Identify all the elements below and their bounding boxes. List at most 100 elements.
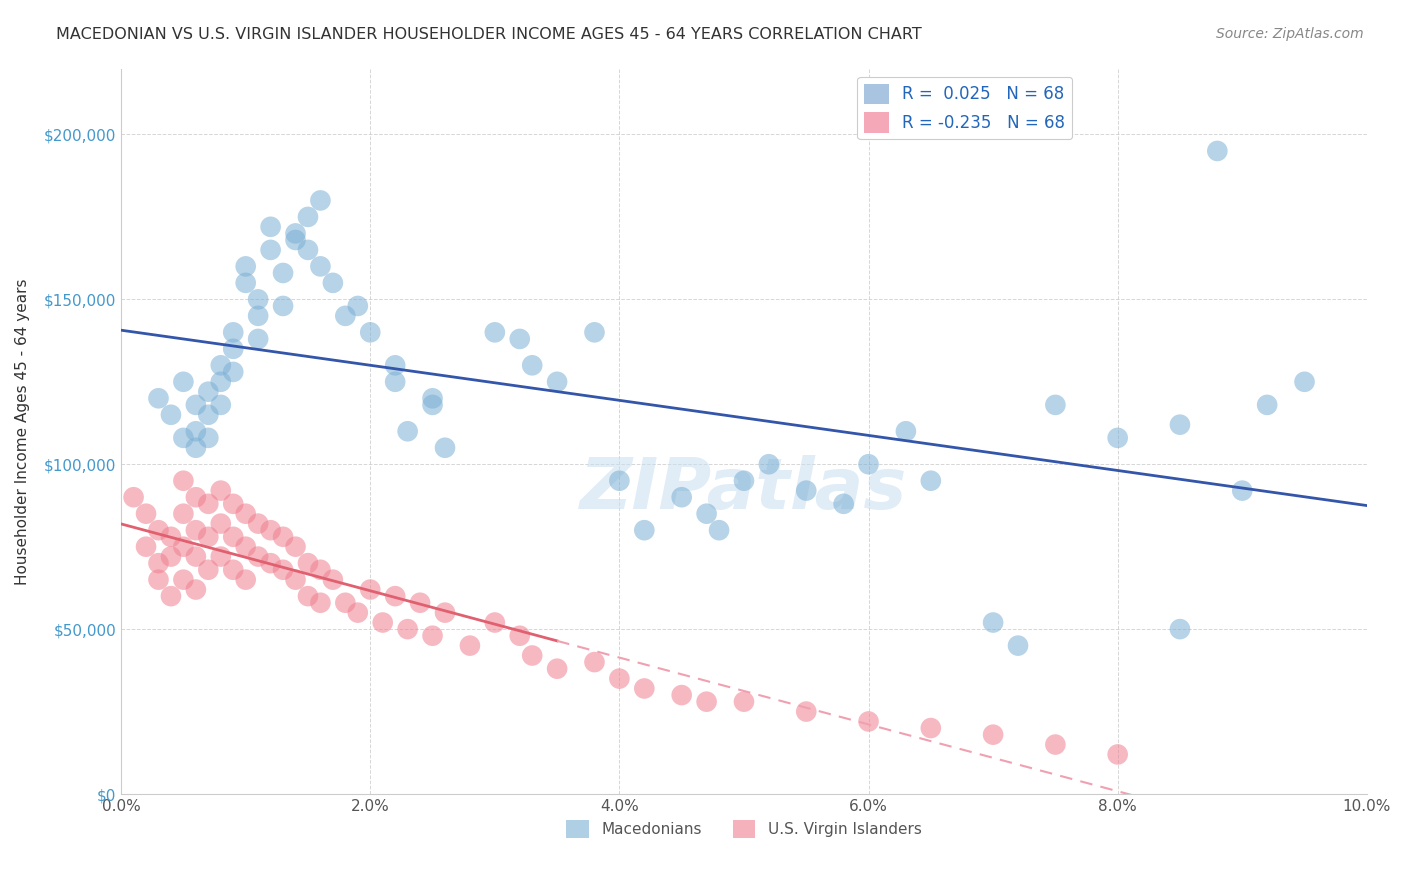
Point (197, 408, 219, 422)
Point (235, 260, 257, 274)
Point (422, 392, 444, 406)
Point (1232, 483, 1254, 498)
Point (583, 655, 606, 669)
Point (484, 326, 506, 340)
Point (1107, 431, 1129, 445)
Point (322, 276, 344, 290)
Point (184, 490, 207, 504)
Point (122, 490, 145, 504)
Point (148, 573, 170, 587)
Point (160, 549, 183, 564)
Point (733, 695, 755, 709)
Point (160, 530, 183, 544)
Point (322, 573, 344, 587)
Point (184, 398, 207, 412)
Point (235, 276, 257, 290)
Point (458, 639, 481, 653)
Point (894, 424, 917, 438)
Point (160, 589, 183, 603)
Point (184, 441, 207, 455)
Point (271, 299, 294, 313)
Point (259, 523, 281, 537)
Point (522, 648, 544, 663)
Point (259, 219, 281, 234)
Point (1294, 375, 1316, 389)
Point (197, 563, 219, 577)
Point (1045, 398, 1067, 412)
Point (309, 194, 332, 208)
Point (546, 375, 568, 389)
Point (981, 615, 1004, 630)
Point (422, 629, 444, 643)
Point (733, 474, 755, 488)
Point (197, 431, 219, 445)
Point (981, 728, 1004, 742)
Point (609, 672, 631, 686)
Point (509, 332, 531, 346)
Point (148, 556, 170, 570)
Point (271, 530, 294, 544)
Point (920, 474, 942, 488)
Point (284, 233, 307, 247)
Point (309, 596, 332, 610)
Point (284, 540, 307, 554)
Point (235, 573, 257, 587)
Point (222, 497, 245, 511)
Text: MACEDONIAN VS U.S. VIRGIN ISLANDER HOUSEHOLDER INCOME AGES 45 - 64 YEARS CORRELA: MACEDONIAN VS U.S. VIRGIN ISLANDER HOUSE… (56, 27, 922, 42)
Point (794, 705, 817, 719)
Point (247, 332, 270, 346)
Point (546, 662, 568, 676)
Point (434, 606, 457, 620)
Point (1045, 738, 1067, 752)
Point (1206, 144, 1229, 158)
Point (197, 497, 219, 511)
Point (209, 483, 232, 498)
Point (297, 243, 319, 257)
Point (371, 615, 394, 630)
Point (148, 392, 170, 406)
Point (384, 375, 406, 389)
Point (335, 596, 357, 610)
Point (309, 260, 332, 274)
Point (271, 563, 294, 577)
Point (222, 530, 245, 544)
Point (247, 293, 270, 307)
Point (434, 441, 457, 455)
Point (259, 556, 281, 570)
Point (509, 629, 531, 643)
Point (522, 359, 544, 373)
Point (135, 540, 157, 554)
Point (184, 582, 207, 597)
Point (284, 573, 307, 587)
Point (346, 606, 368, 620)
Point (1168, 622, 1191, 636)
Point (172, 431, 194, 445)
Point (209, 375, 232, 389)
Point (235, 507, 257, 521)
Point (671, 490, 693, 504)
Point (409, 596, 432, 610)
Point (235, 540, 257, 554)
Point (148, 523, 170, 537)
Point (384, 589, 406, 603)
Point (222, 365, 245, 379)
Point (1168, 417, 1191, 432)
Point (1007, 639, 1029, 653)
Point (172, 474, 194, 488)
Point (247, 549, 270, 564)
Point (384, 359, 406, 373)
Point (172, 540, 194, 554)
Point (346, 299, 368, 313)
Point (247, 516, 270, 531)
Point (172, 375, 194, 389)
Point (247, 309, 270, 323)
Point (794, 483, 817, 498)
Point (209, 398, 232, 412)
Point (184, 424, 207, 438)
Point (671, 688, 693, 702)
Point (259, 243, 281, 257)
Point (696, 507, 718, 521)
Point (583, 326, 606, 340)
Point (359, 582, 381, 597)
Point (197, 530, 219, 544)
